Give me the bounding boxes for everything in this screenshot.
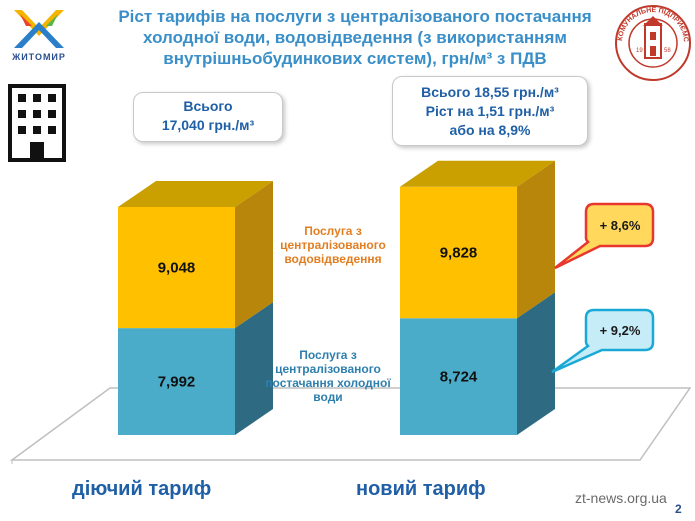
zhytomyr-city-logo-shape	[14, 10, 64, 48]
water-bubble-text: + 9,2%	[600, 323, 641, 338]
current-total-callout: Всього 17,040 грн./м³	[133, 92, 283, 142]
watermark: zt-news.org.ua	[575, 490, 667, 506]
bar-front-0-1	[400, 318, 517, 435]
current-total-line2: 17,040 грн./м³	[161, 117, 255, 133]
bar-side-1-1	[517, 160, 555, 319]
drainage-bubble-text: + 8,6%	[600, 218, 641, 233]
water-bubble-shape	[551, 308, 655, 374]
drainage-bubble-shape	[554, 202, 655, 270]
vodokanal-year-right: 58	[664, 48, 671, 54]
bar-value-label-1-1: 9,828	[440, 245, 478, 262]
category-label-new: новий тариф	[356, 478, 486, 500]
bar-side-1-0	[235, 181, 273, 329]
bars-group: 7,992 9,048 8,724 9,828	[118, 160, 555, 435]
bar-front-0-0	[118, 328, 235, 435]
water-bubble: + 9,2%	[551, 308, 655, 374]
page-title: Ріст тарифів на послуги з централізовано…	[118, 7, 592, 68]
building-shape	[8, 84, 66, 162]
bar-side-0-0	[235, 302, 273, 435]
zhytomyr-logo-caption: ЖИТОМИР	[12, 52, 66, 62]
bar-value-label-0-0: 7,992	[158, 374, 196, 391]
bar-top-0	[118, 181, 273, 208]
current-total-line1: Всього	[183, 98, 233, 114]
new-total-line2: Ріст на 1,51 грн./м³	[425, 103, 555, 119]
zhytomyr-city-logo-icon: ЖИТОМИР	[6, 6, 72, 72]
vodokanal-year-left: 19	[636, 48, 643, 54]
new-total-line3: або на 8,9%	[449, 122, 531, 138]
chart-floor	[9, 387, 692, 461]
bar-value-label-1-0: 9,048	[158, 260, 196, 277]
legend-water: Послуга з централізованого постачання хо…	[265, 348, 391, 404]
category-label-current: діючий тариф	[72, 478, 212, 500]
bar-side-0-1	[517, 292, 555, 435]
apartment-building-icon	[6, 82, 68, 164]
page-number: 2	[675, 502, 682, 516]
legend-drainage: Послуга з централізованого водовідведенн…	[280, 224, 386, 266]
new-total-callout: Всього 18,55 грн./м³ Ріст на 1,51 грн./м…	[392, 76, 588, 146]
bar-top-1	[400, 160, 555, 187]
bar-front-1-1	[400, 186, 517, 319]
vodokanal-logo-shape: 19 58 КОМУНАЛЬНЕ ПІДПРИЄМСТВО ЖИТОМИРВОД…	[608, 0, 691, 81]
bar-value-label-0-1: 8,724	[440, 369, 478, 386]
new-total-line1: Всього 18,55 грн./м³	[421, 84, 559, 100]
bar-front-1-0	[118, 207, 235, 329]
drainage-bubble: + 8,6%	[554, 202, 655, 270]
zhytomyrvodokanal-logo-icon: 19 58 КОМУНАЛЬНЕ ПІДПРИЄМСТВО ЖИТОМИРВОД…	[608, 0, 694, 84]
